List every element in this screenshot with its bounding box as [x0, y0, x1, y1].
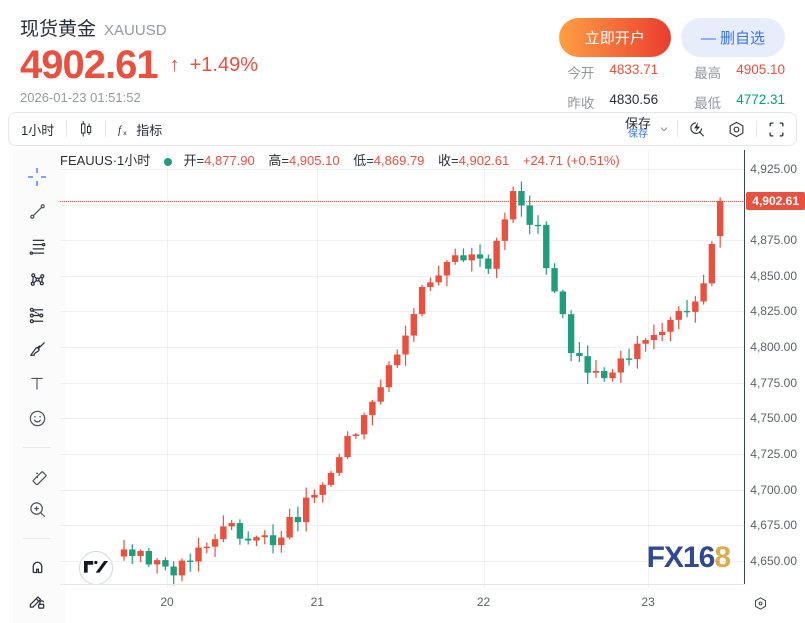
- svg-text:f: f: [118, 124, 123, 136]
- svg-text:x: x: [123, 129, 127, 136]
